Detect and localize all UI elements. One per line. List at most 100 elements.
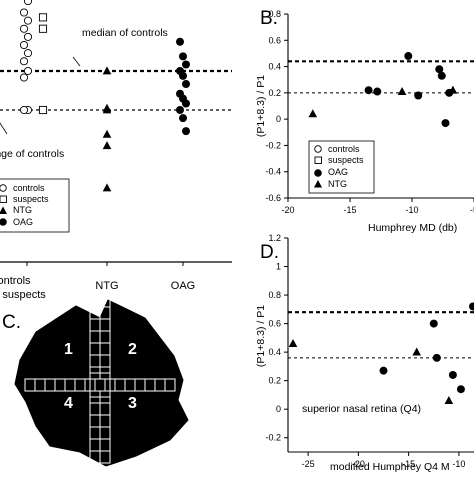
- panel-d-ntg-point: [412, 347, 421, 356]
- panel-b-label: B.: [260, 8, 278, 29]
- panel-a-controls-point: [23, 49, 33, 58]
- panel-a-legend-oag-marker: [0, 218, 7, 226]
- panel-d-oag-point: [432, 353, 441, 362]
- panel-d-oag-point: [448, 370, 457, 379]
- panel-a-oag-point: [179, 52, 187, 61]
- panel-a-oag-point: [182, 60, 190, 69]
- panel-d-y-tick-label: 0.6: [268, 319, 281, 329]
- panel-a-legend-label: suspects: [13, 194, 49, 204]
- quadrant-label: 4: [64, 395, 73, 412]
- panel-d-ntg-point: [444, 396, 454, 405]
- panel-a-oag-point: [182, 99, 190, 108]
- panel-d-oag-point: [468, 302, 474, 311]
- panel-a-controls-point: [19, 8, 29, 17]
- panel-a-oag-point: [182, 80, 190, 88]
- panel-b-y-tick-label: 0.2: [268, 88, 281, 98]
- panel-d-y-tick-label: 0.2: [268, 376, 281, 386]
- panel-a-range-leader: [0, 122, 8, 135]
- panel-b-oag-point: [441, 119, 450, 128]
- panel-a-legend-label: NTG: [13, 205, 32, 215]
- panel-d-y-tick-label: 0: [276, 404, 281, 414]
- panel-d-label: D.: [260, 242, 279, 263]
- panel-a-legend-suspects-marker: [0, 195, 7, 203]
- panel-a-xtick-oag: OAG: [171, 280, 195, 292]
- panel-a-legend-ntg-marker: [0, 206, 7, 214]
- field-cell: [99, 450, 111, 464]
- panel-b-x-tick-label: -15: [343, 205, 356, 215]
- field-cell: [164, 378, 176, 392]
- panel-a-xtick-controls-line1: controls: [0, 275, 31, 287]
- panel-b-legend-ntg-marker: [314, 180, 322, 188]
- retina-field-map: [14, 299, 189, 467]
- panel-b-legend-label: NTG: [328, 179, 347, 189]
- panel-a-xtick-controls-line2: & suspects: [0, 289, 46, 301]
- panel-a-suspects-point: [38, 105, 48, 115]
- panel-a-legend-label: controls: [13, 183, 45, 193]
- panel-d-x-tick-label: -15: [402, 459, 415, 469]
- panel-d-y-tick-label: 1: [276, 262, 281, 272]
- panel-d-y-tick-label: 1.2: [268, 233, 281, 243]
- panel-b-oag-point: [414, 91, 423, 100]
- panel-b-oag-point: [404, 52, 413, 61]
- panel-a-oag-point: [176, 37, 184, 46]
- panel-a-ntg-point: [102, 66, 112, 75]
- panel-a-oag-point: [176, 106, 184, 114]
- panel-b-y-tick-label: 0.6: [268, 35, 281, 45]
- panel-c: C. 1 2 4 3: [2, 294, 189, 467]
- panel-d-y-tick-label: 0.4: [268, 347, 281, 357]
- panel-b-legend-label: controls: [328, 144, 360, 154]
- panel-a-ntg-point: [102, 129, 112, 138]
- panel-d-xlabel: modified Humphrey Q4 M: [330, 461, 450, 473]
- panel-a-controls-point: [19, 24, 29, 33]
- panel-d-ntg-point: [288, 338, 298, 347]
- quadrant-label: 3: [128, 395, 137, 412]
- panel-a-suspects-point: [38, 13, 48, 22]
- panel-d-x-tick-label: -25: [302, 459, 315, 469]
- panel-a-ntg-point: [102, 105, 112, 114]
- panel-a-controls-point: [19, 73, 29, 82]
- field-cell: [89, 294, 101, 308]
- panel-b-oag-point: [437, 71, 446, 80]
- panel-d: D. -0.2 0 0.2 0.4 0.6 0.8 1 1.2 -25 -20 -15 -10 sup…: [255, 233, 474, 473]
- panel-d-oag-point: [379, 366, 388, 375]
- panel-a: median of controls range of controls con…: [0, 0, 232, 301]
- panel-a-median-leader: [72, 56, 81, 67]
- panel-a-oag-point: [182, 127, 190, 136]
- panel-b-x-tick-label: -20: [281, 205, 294, 215]
- panel-a-legend: [0, 178, 70, 233]
- panel-d-ylabel: (P1+8.3) / P1: [255, 305, 267, 367]
- panel-b-legend-oag-marker: [314, 169, 322, 177]
- panel-b-oag-point: [364, 86, 373, 95]
- panel-b-y-tick-label: -0.2: [265, 140, 281, 150]
- panel-a-controls-point: [19, 57, 29, 66]
- panel-b-legend-label: suspects: [328, 155, 364, 165]
- panel-a-controls-point: [19, 105, 29, 115]
- panel-b-y-tick-label: 0.4: [268, 62, 281, 72]
- panel-b-y-tick-label: 0.8: [268, 9, 281, 19]
- panel-b-oag-point: [373, 87, 382, 96]
- panel-b-ntg-point: [397, 86, 407, 95]
- panel-a-controls-point: [19, 40, 29, 50]
- field-cell-center: [89, 372, 111, 398]
- panel-d-y-tick-label: -0.2: [265, 433, 281, 443]
- panel-a-controls-point: [23, 32, 33, 41]
- panel-b-legend-controls-marker: [314, 145, 322, 153]
- panel-a-ntg-point: [102, 183, 112, 192]
- panel-d-y-tick-label: 0.8: [268, 290, 281, 300]
- panel-b-x-tick-label: -10: [405, 205, 418, 215]
- panel-c-label: C.: [2, 312, 21, 333]
- panel-b-ntg-point: [308, 109, 318, 118]
- panel-b-ntg-point: [448, 85, 458, 94]
- panel-b-ylabel: (P1+8.3) / P1: [255, 75, 267, 137]
- panel-d-x-tick-label: -10: [452, 459, 465, 469]
- panel-d-annotation: superior nasal retina (Q4): [302, 403, 421, 415]
- panel-a-range-annotation: range of controls: [0, 148, 64, 160]
- panel-b-legend-label: OAG: [328, 167, 348, 177]
- panel-a-xtick-ntg: NTG: [95, 280, 118, 292]
- panel-b: B. -0.6-0.4-0.200.20.40.60.8-20-15-10-5 …: [255, 8, 474, 234]
- panel-a-ntg-point: [102, 141, 112, 150]
- quadrant-label: 2: [128, 341, 137, 358]
- panel-d-x-tick-label: -20: [352, 459, 365, 469]
- panel-b-oag-point: [435, 65, 444, 74]
